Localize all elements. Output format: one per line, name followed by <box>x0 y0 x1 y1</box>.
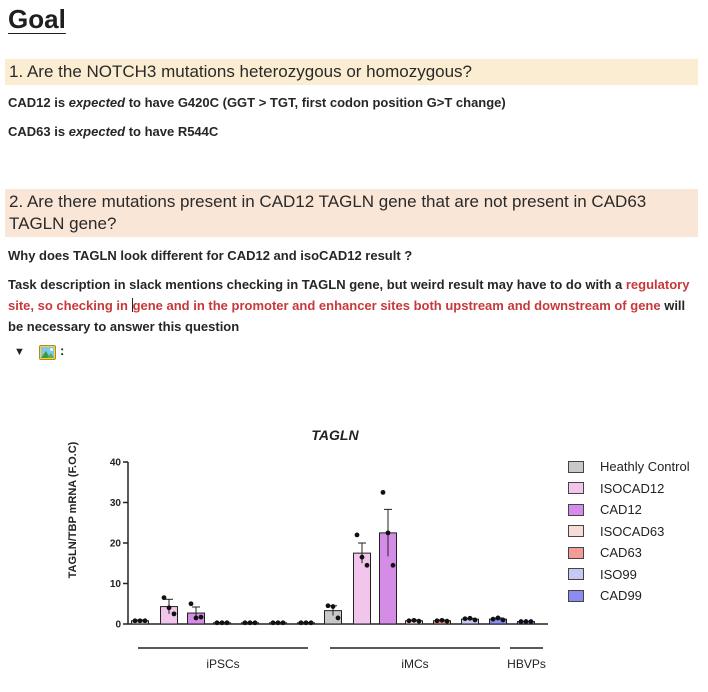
legend-swatch <box>568 589 584 602</box>
y-tick-label: 0 <box>115 620 121 631</box>
data-point <box>490 616 496 622</box>
q1-line-cad63: CAD63 is expected to have R544C <box>8 124 219 139</box>
data-point <box>224 620 230 626</box>
legend-label: CAD63 <box>600 545 642 561</box>
heading-question-2: 2. Are there mutations present in CAD12 … <box>5 189 698 237</box>
data-point <box>523 619 529 624</box>
data-point <box>247 620 253 626</box>
data-point <box>330 604 336 609</box>
data-point <box>411 617 417 623</box>
data-point <box>444 618 450 624</box>
legend-swatch <box>568 460 584 473</box>
legend-label: ISOCAD12 <box>600 480 665 496</box>
tagln-bar-chart: TAGLN TAGLN/TBP mRNA (F.O.C) 0 10 20 30 40 iP… <box>67 427 548 671</box>
heading-question-1: 1. Are the NOTCH3 mutations heterozygous… <box>5 59 698 85</box>
data-point <box>188 601 194 607</box>
data-point <box>252 620 258 626</box>
legend-label: ISOCAD63 <box>600 523 665 539</box>
q2-question-line: Why does TAGLN look different for CAD12 … <box>8 248 413 263</box>
data-point <box>303 620 309 626</box>
data-point <box>359 554 365 560</box>
legend-item: Heathly Control <box>568 456 690 478</box>
data-point <box>298 620 304 626</box>
data-point <box>242 620 248 626</box>
data-point <box>198 614 204 620</box>
data-point <box>462 616 468 622</box>
y-tick-label: 30 <box>110 498 122 509</box>
legend-swatch <box>568 546 584 559</box>
data-point <box>354 532 360 538</box>
y-tick-label: 20 <box>110 539 122 550</box>
legend-item: CAD12 <box>568 499 690 521</box>
legend-swatch <box>568 503 584 516</box>
legend-swatch <box>568 482 584 495</box>
data-point <box>385 530 391 536</box>
chart-title: TAGLN <box>311 427 359 443</box>
data-point <box>416 618 422 624</box>
legend-label: Heathly Control <box>600 459 690 475</box>
legend-swatch <box>568 568 584 581</box>
data-point <box>275 620 281 626</box>
highlighted-text: regulatory site, so checking in gene and… <box>8 277 690 313</box>
data-point <box>137 618 143 624</box>
q1-line-cad12: CAD12 is expected to have G420C (GGT > T… <box>8 95 506 110</box>
data-point <box>308 620 314 626</box>
legend-swatch <box>568 525 584 538</box>
data-point <box>500 617 506 623</box>
data-point <box>142 618 148 624</box>
data-point <box>467 615 473 621</box>
legend-label: ISO99 <box>600 566 637 582</box>
data-point <box>219 620 225 626</box>
data-point <box>166 605 172 611</box>
data-point <box>280 620 286 626</box>
data-point <box>364 562 370 568</box>
data-point <box>528 619 534 624</box>
y-tick-label: 40 <box>110 458 122 469</box>
y-tick-label: 10 <box>110 579 122 590</box>
chart-plot-area: 0 10 20 30 40 iPSCs iMCs HBVPs <box>110 458 548 671</box>
toggle-colon: : <box>60 343 65 358</box>
legend-label: CAD99 <box>600 588 642 604</box>
data-point <box>518 619 524 624</box>
data-point <box>406 618 412 624</box>
y-axis-label: TAGLN/TBP mRNA (F.O.C) <box>67 441 79 578</box>
data-point <box>439 617 445 623</box>
picture-icon[interactable] <box>39 345 56 360</box>
data-point <box>171 611 177 617</box>
q2-task-description: Task description in slack mentions check… <box>8 277 690 334</box>
page-title: Goal <box>8 4 66 34</box>
data-point <box>390 562 396 568</box>
chart-legend: Heathly Control ISOCAD12 CAD12 ISOCAD63 CAD6… <box>568 456 690 607</box>
data-point <box>132 618 138 624</box>
legend-item: CAD99 <box>568 585 690 607</box>
text-cursor <box>131 298 133 312</box>
group-label: iMCs <box>401 657 428 671</box>
data-point <box>380 489 386 495</box>
data-point <box>495 615 501 621</box>
data-point <box>472 617 478 623</box>
data-point <box>214 620 220 626</box>
data-point <box>434 618 440 624</box>
group-label: HBVPs <box>507 657 546 671</box>
data-point <box>270 620 276 626</box>
data-point <box>325 603 331 609</box>
legend-label: CAD12 <box>600 502 642 518</box>
group-label: iPSCs <box>206 657 239 671</box>
legend-item: ISOCAD63 <box>568 521 690 543</box>
data-point <box>161 595 167 601</box>
legend-item: ISO99 <box>568 564 690 586</box>
data-point <box>193 615 199 621</box>
legend-item: ISOCAD12 <box>568 478 690 500</box>
triangle-down-icon[interactable]: ▼ <box>14 346 25 358</box>
legend-item: CAD63 <box>568 542 690 564</box>
data-point <box>335 615 341 621</box>
